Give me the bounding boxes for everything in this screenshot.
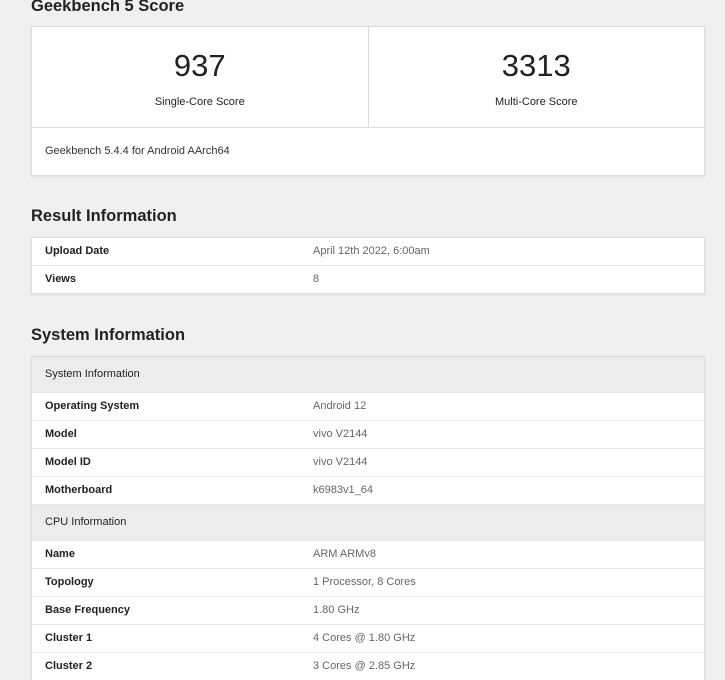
table-row: Model vivo V2144 bbox=[32, 420, 704, 448]
table-row: Operating System Android 12 bbox=[32, 392, 704, 420]
row-value: vivo V2144 bbox=[313, 428, 368, 440]
row-value: k6983v1_64 bbox=[313, 484, 373, 496]
row-label: Model ID bbox=[45, 456, 91, 468]
row-value: 8 bbox=[313, 273, 320, 285]
single-core-label: Single-Core Score bbox=[154, 96, 245, 108]
system-table: System Information Operating System Andro… bbox=[31, 356, 705, 680]
table-row: Topology 1 Processor, 8 Cores bbox=[32, 568, 704, 596]
multi-core-score: 3313 Multi-Core Score bbox=[367, 27, 705, 127]
system-title: System Information bbox=[31, 326, 186, 344]
multi-core-label: Multi-Core Score bbox=[494, 96, 578, 108]
table-row: Base Frequency 1.80 GHz bbox=[32, 596, 704, 624]
table-row: Cluster 1 4 Cores @ 1.80 GHz bbox=[32, 624, 704, 652]
row-value: 4 Cores @ 1.80 GHz bbox=[313, 632, 416, 644]
row-value: 3 Cores @ 2.85 GHz bbox=[313, 660, 416, 672]
section-header-system: System Information bbox=[32, 357, 704, 392]
multi-core-value: 3313 bbox=[501, 48, 571, 83]
row-value: April 12th 2022, 6:00am bbox=[313, 245, 430, 257]
row-label: Model bbox=[45, 428, 77, 440]
row-label: Views bbox=[45, 273, 76, 285]
result-table: Upload Date April 12th 2022, 6:00am Views… bbox=[31, 237, 705, 294]
table-row: Model ID vivo V2144 bbox=[32, 448, 704, 476]
row-label: Upload Date bbox=[45, 245, 110, 257]
row-value: Android 12 bbox=[313, 400, 367, 412]
result-title: Result Information bbox=[31, 207, 177, 225]
table-row: Motherboard k6983v1_64 bbox=[32, 476, 704, 504]
score-card: 937 Single-Core Score 3313 Multi-Core Sc… bbox=[31, 26, 705, 176]
table-row: Name ARM ARMv8 bbox=[32, 540, 704, 568]
single-core-score: 937 Single-Core Score bbox=[32, 27, 368, 127]
row-label: Operating System bbox=[45, 400, 140, 412]
row-value: vivo V2144 bbox=[313, 456, 368, 468]
table-row: Upload Date April 12th 2022, 6:00am bbox=[32, 238, 704, 265]
row-label: Topology bbox=[45, 576, 94, 588]
row-label: Cluster 1 bbox=[45, 632, 93, 644]
row-label: Base Frequency bbox=[45, 604, 130, 616]
table-row: Cluster 2 3 Cores @ 2.85 GHz bbox=[32, 652, 704, 680]
version-info: Geekbench 5.4.4 for Android AArch64 bbox=[45, 145, 230, 157]
row-label: Name bbox=[45, 548, 75, 560]
row-label: Motherboard bbox=[45, 484, 113, 496]
row-label: Cluster 2 bbox=[45, 660, 93, 672]
row-value: ARM ARMv8 bbox=[313, 548, 376, 560]
score-title: Geekbench 5 Score bbox=[31, 0, 185, 15]
row-value: 1.80 GHz bbox=[313, 604, 360, 616]
single-core-value: 937 bbox=[173, 48, 226, 83]
row-value: 1 Processor, 8 Cores bbox=[313, 576, 416, 588]
table-row: Views 8 bbox=[32, 265, 704, 293]
section-header-cpu: CPU Information bbox=[32, 504, 704, 540]
